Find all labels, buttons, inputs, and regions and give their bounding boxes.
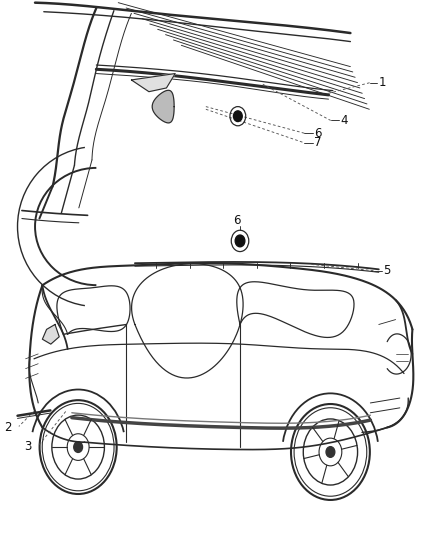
Text: 3: 3 [24, 440, 32, 453]
Text: 1: 1 [379, 76, 386, 89]
Circle shape [74, 442, 82, 453]
Circle shape [326, 447, 335, 457]
Text: 6: 6 [314, 127, 322, 140]
Text: 4: 4 [341, 114, 348, 127]
Text: 6: 6 [233, 214, 241, 227]
Text: 2: 2 [4, 421, 12, 434]
Circle shape [235, 235, 245, 247]
Circle shape [233, 111, 242, 122]
Polygon shape [42, 325, 59, 344]
Text: 5: 5 [383, 264, 391, 277]
Polygon shape [152, 90, 174, 123]
Text: 7: 7 [314, 136, 322, 149]
Polygon shape [131, 74, 175, 92]
